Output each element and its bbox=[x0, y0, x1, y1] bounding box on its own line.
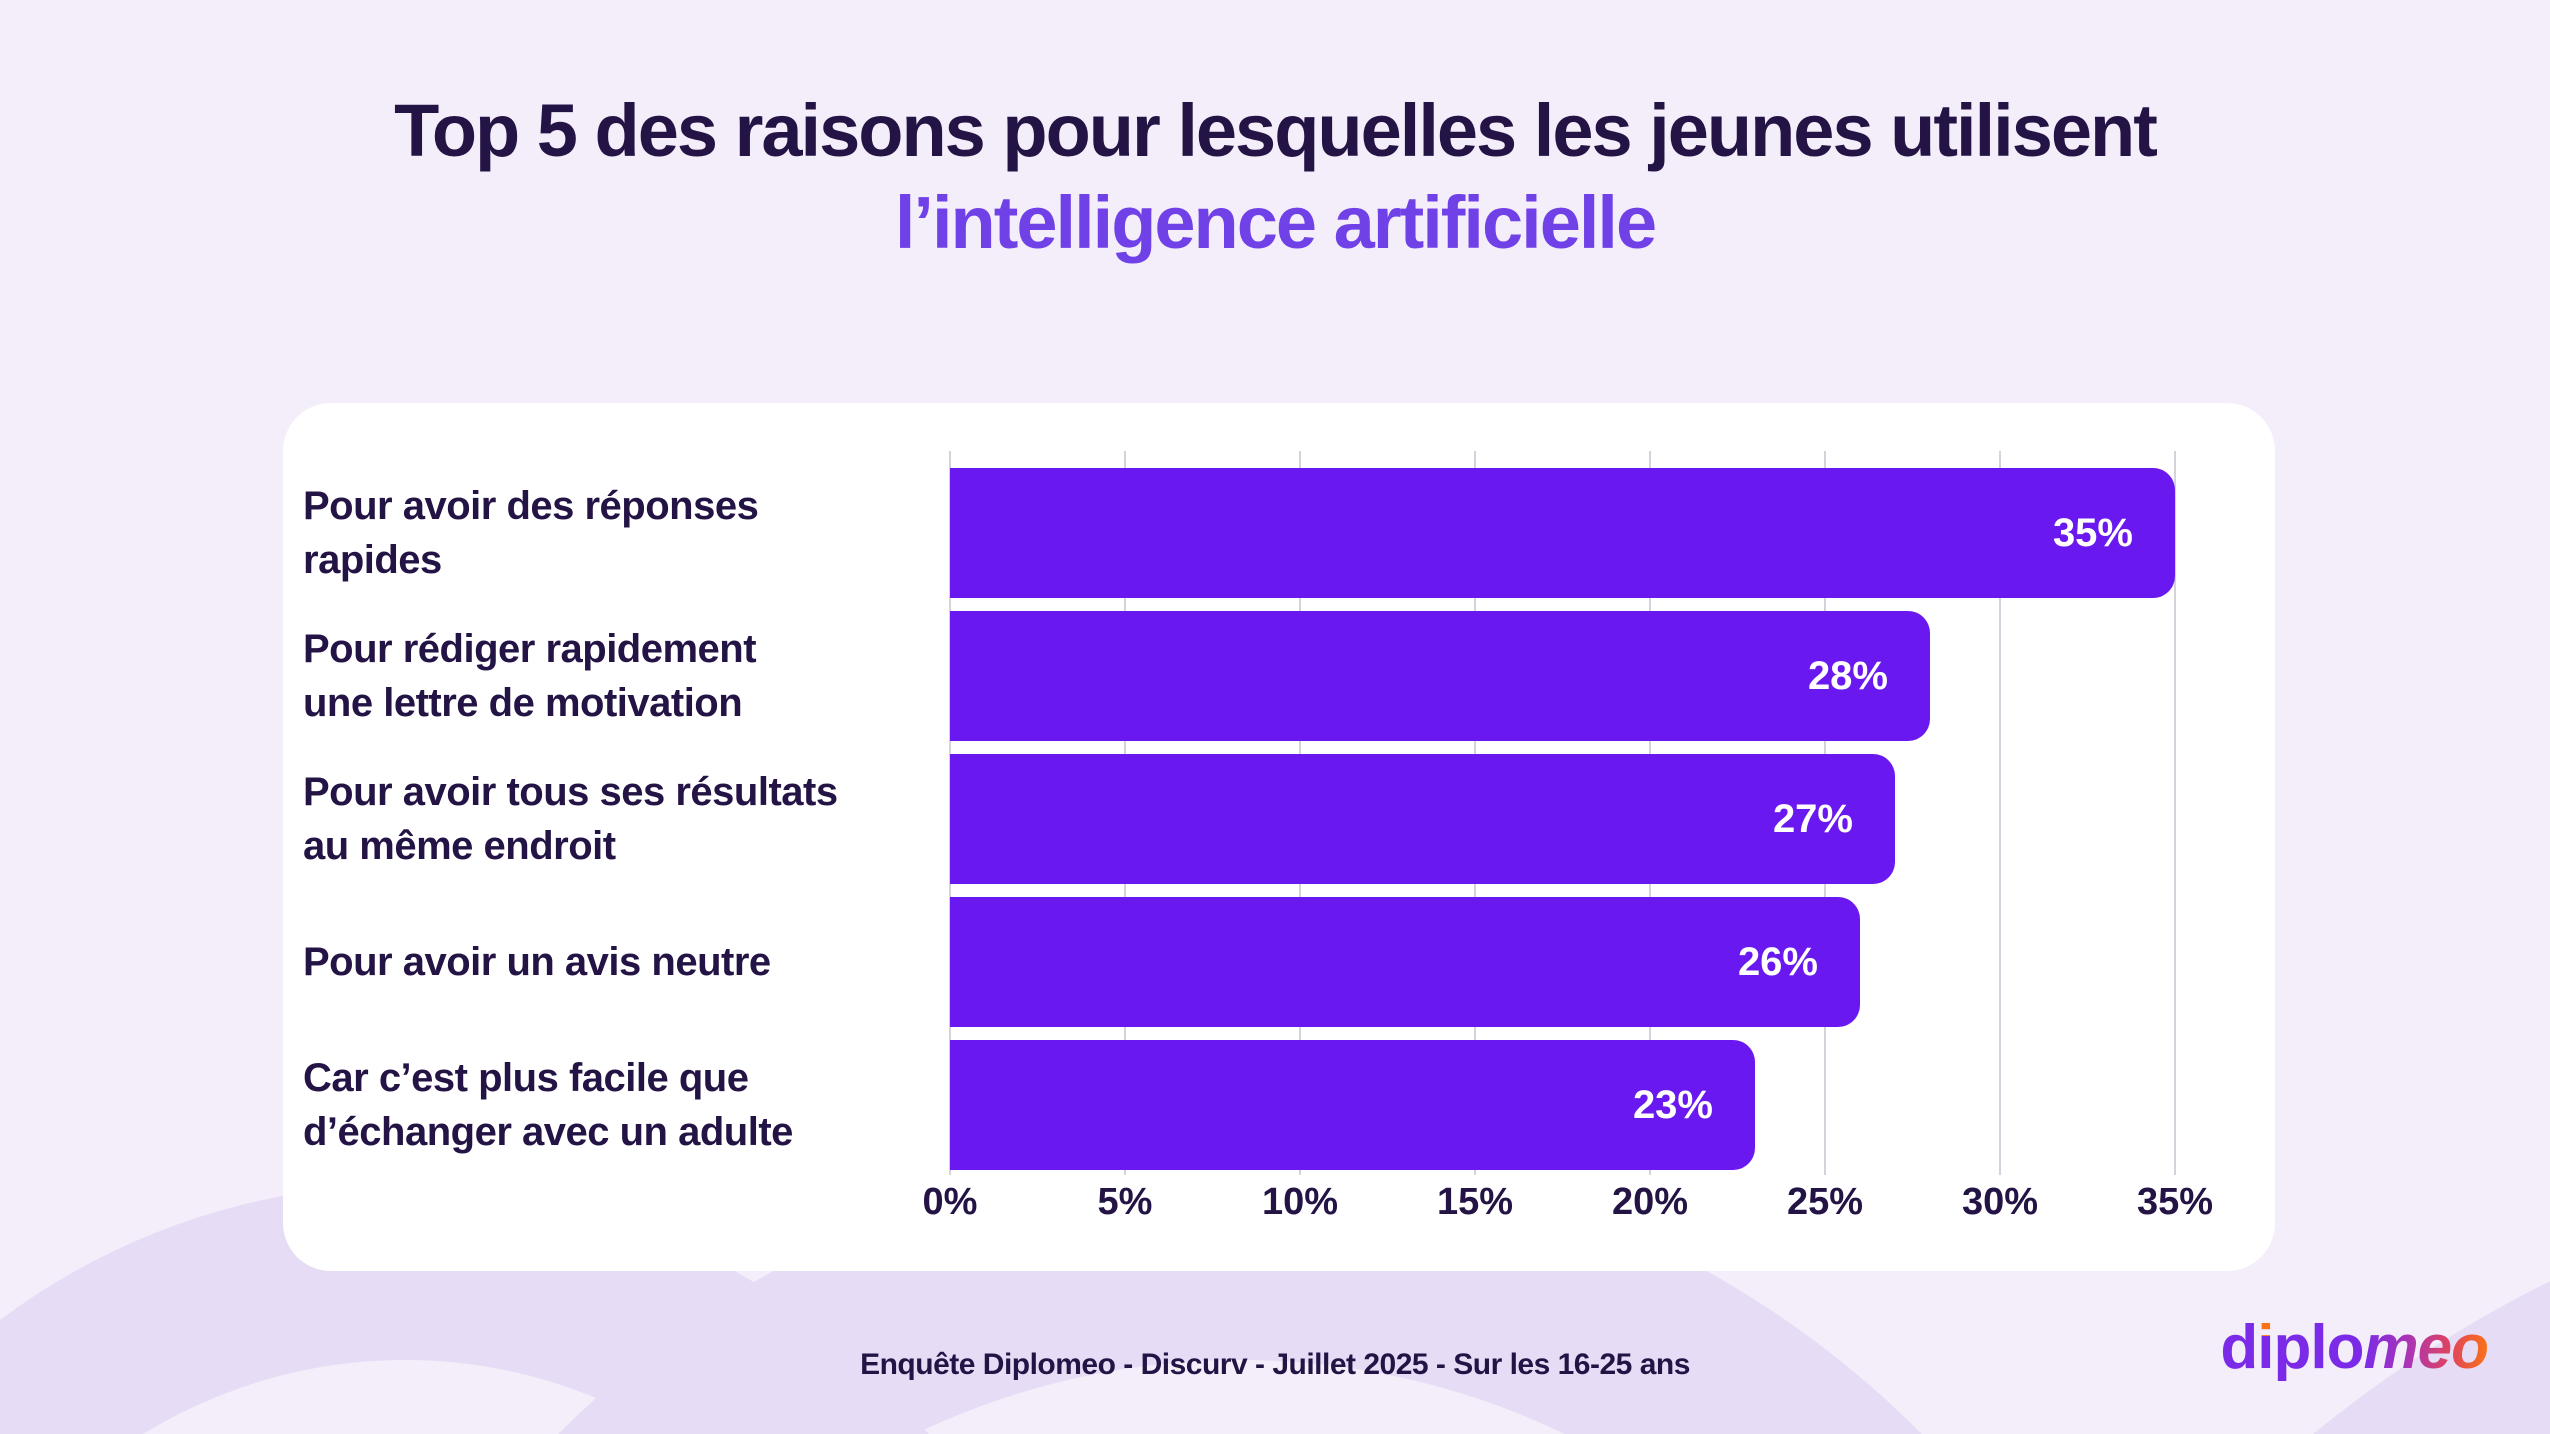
category-label-line: une lettre de motivation bbox=[303, 681, 743, 725]
category-label: Pour avoir un avis neutre bbox=[303, 897, 937, 1027]
category-label-line: rapides bbox=[303, 538, 442, 582]
x-axis-tick-5%: 5% bbox=[1097, 1181, 1153, 1223]
logo-text-meo-gradient: meo bbox=[2363, 1313, 2489, 1382]
category-label-line: au même endroit bbox=[303, 824, 616, 868]
x-axis-tick-30%: 30% bbox=[1961, 1181, 2039, 1223]
x-axis-tick-35%: 35% bbox=[2136, 1181, 2214, 1223]
chart-card: Pour avoir des réponses rapides 35% Pour ré… bbox=[283, 403, 2275, 1271]
bar-26%: 26% bbox=[950, 897, 1860, 1027]
bar-value-label: 26% bbox=[1737, 939, 1818, 984]
bar-value-label: 27% bbox=[1772, 796, 1853, 841]
category-label-line: Pour avoir des réponses bbox=[303, 484, 759, 528]
category-label-line: Pour avoir tous ses résultats bbox=[303, 770, 838, 814]
x-axis-tick-10%: 10% bbox=[1261, 1181, 1339, 1223]
logo-text-plo: plo bbox=[2273, 1313, 2365, 1382]
category-label-line: Car c’est plus facile que bbox=[303, 1056, 749, 1100]
x-axis-tick-15%: 15% bbox=[1436, 1181, 1514, 1223]
category-label-line: Pour avoir un avis neutre bbox=[303, 940, 771, 984]
category-label: Pour avoir des réponses rapides bbox=[303, 468, 937, 598]
bar-value-label: 35% bbox=[2052, 510, 2133, 555]
bar-23%: 23% bbox=[950, 1040, 1755, 1170]
category-label: Car c’est plus facile que d’échanger avec… bbox=[303, 1040, 937, 1170]
x-axis-tick-0%: 0% bbox=[922, 1181, 978, 1223]
title-line-2: l’intelligence artificielle bbox=[894, 181, 1657, 264]
diplomeo-logo: diplomeo bbox=[2220, 1312, 2489, 1383]
page-title: Top 5 des raisons pour lesquelles les je… bbox=[0, 85, 2550, 269]
bar-value-label: 23% bbox=[1632, 1082, 1713, 1127]
bar-chart: Pour avoir des réponses rapides 35% Pour ré… bbox=[283, 403, 2275, 1271]
category-label: Pour avoir tous ses résultats au même end… bbox=[303, 754, 937, 884]
source-caption: Enquête Diplomeo - Discurv - Juillet 202… bbox=[860, 1348, 1690, 1381]
logo-text-d: d bbox=[2220, 1313, 2258, 1382]
x-axis-tick-25%: 25% bbox=[1786, 1181, 1864, 1223]
bar-35%: 35% bbox=[950, 468, 2175, 598]
bar-27%: 27% bbox=[950, 754, 1895, 884]
gridline-35% bbox=[2174, 451, 2176, 1175]
category-label-line: d’échanger avec un adulte bbox=[303, 1110, 793, 1154]
bar-28%: 28% bbox=[950, 611, 1930, 741]
logo-text-i-orange-dot: i bbox=[2257, 1313, 2274, 1382]
bar-value-label: 28% bbox=[1807, 653, 1888, 698]
gridline-30% bbox=[1999, 451, 2001, 1175]
x-axis-tick-20%: 20% bbox=[1611, 1181, 1689, 1223]
title-line-1: Top 5 des raisons pour lesquelles les je… bbox=[394, 89, 2158, 172]
category-label-line: Pour rédiger rapidement bbox=[303, 627, 757, 671]
category-label: Pour rédiger rapidement une lettre de mot… bbox=[303, 611, 937, 741]
